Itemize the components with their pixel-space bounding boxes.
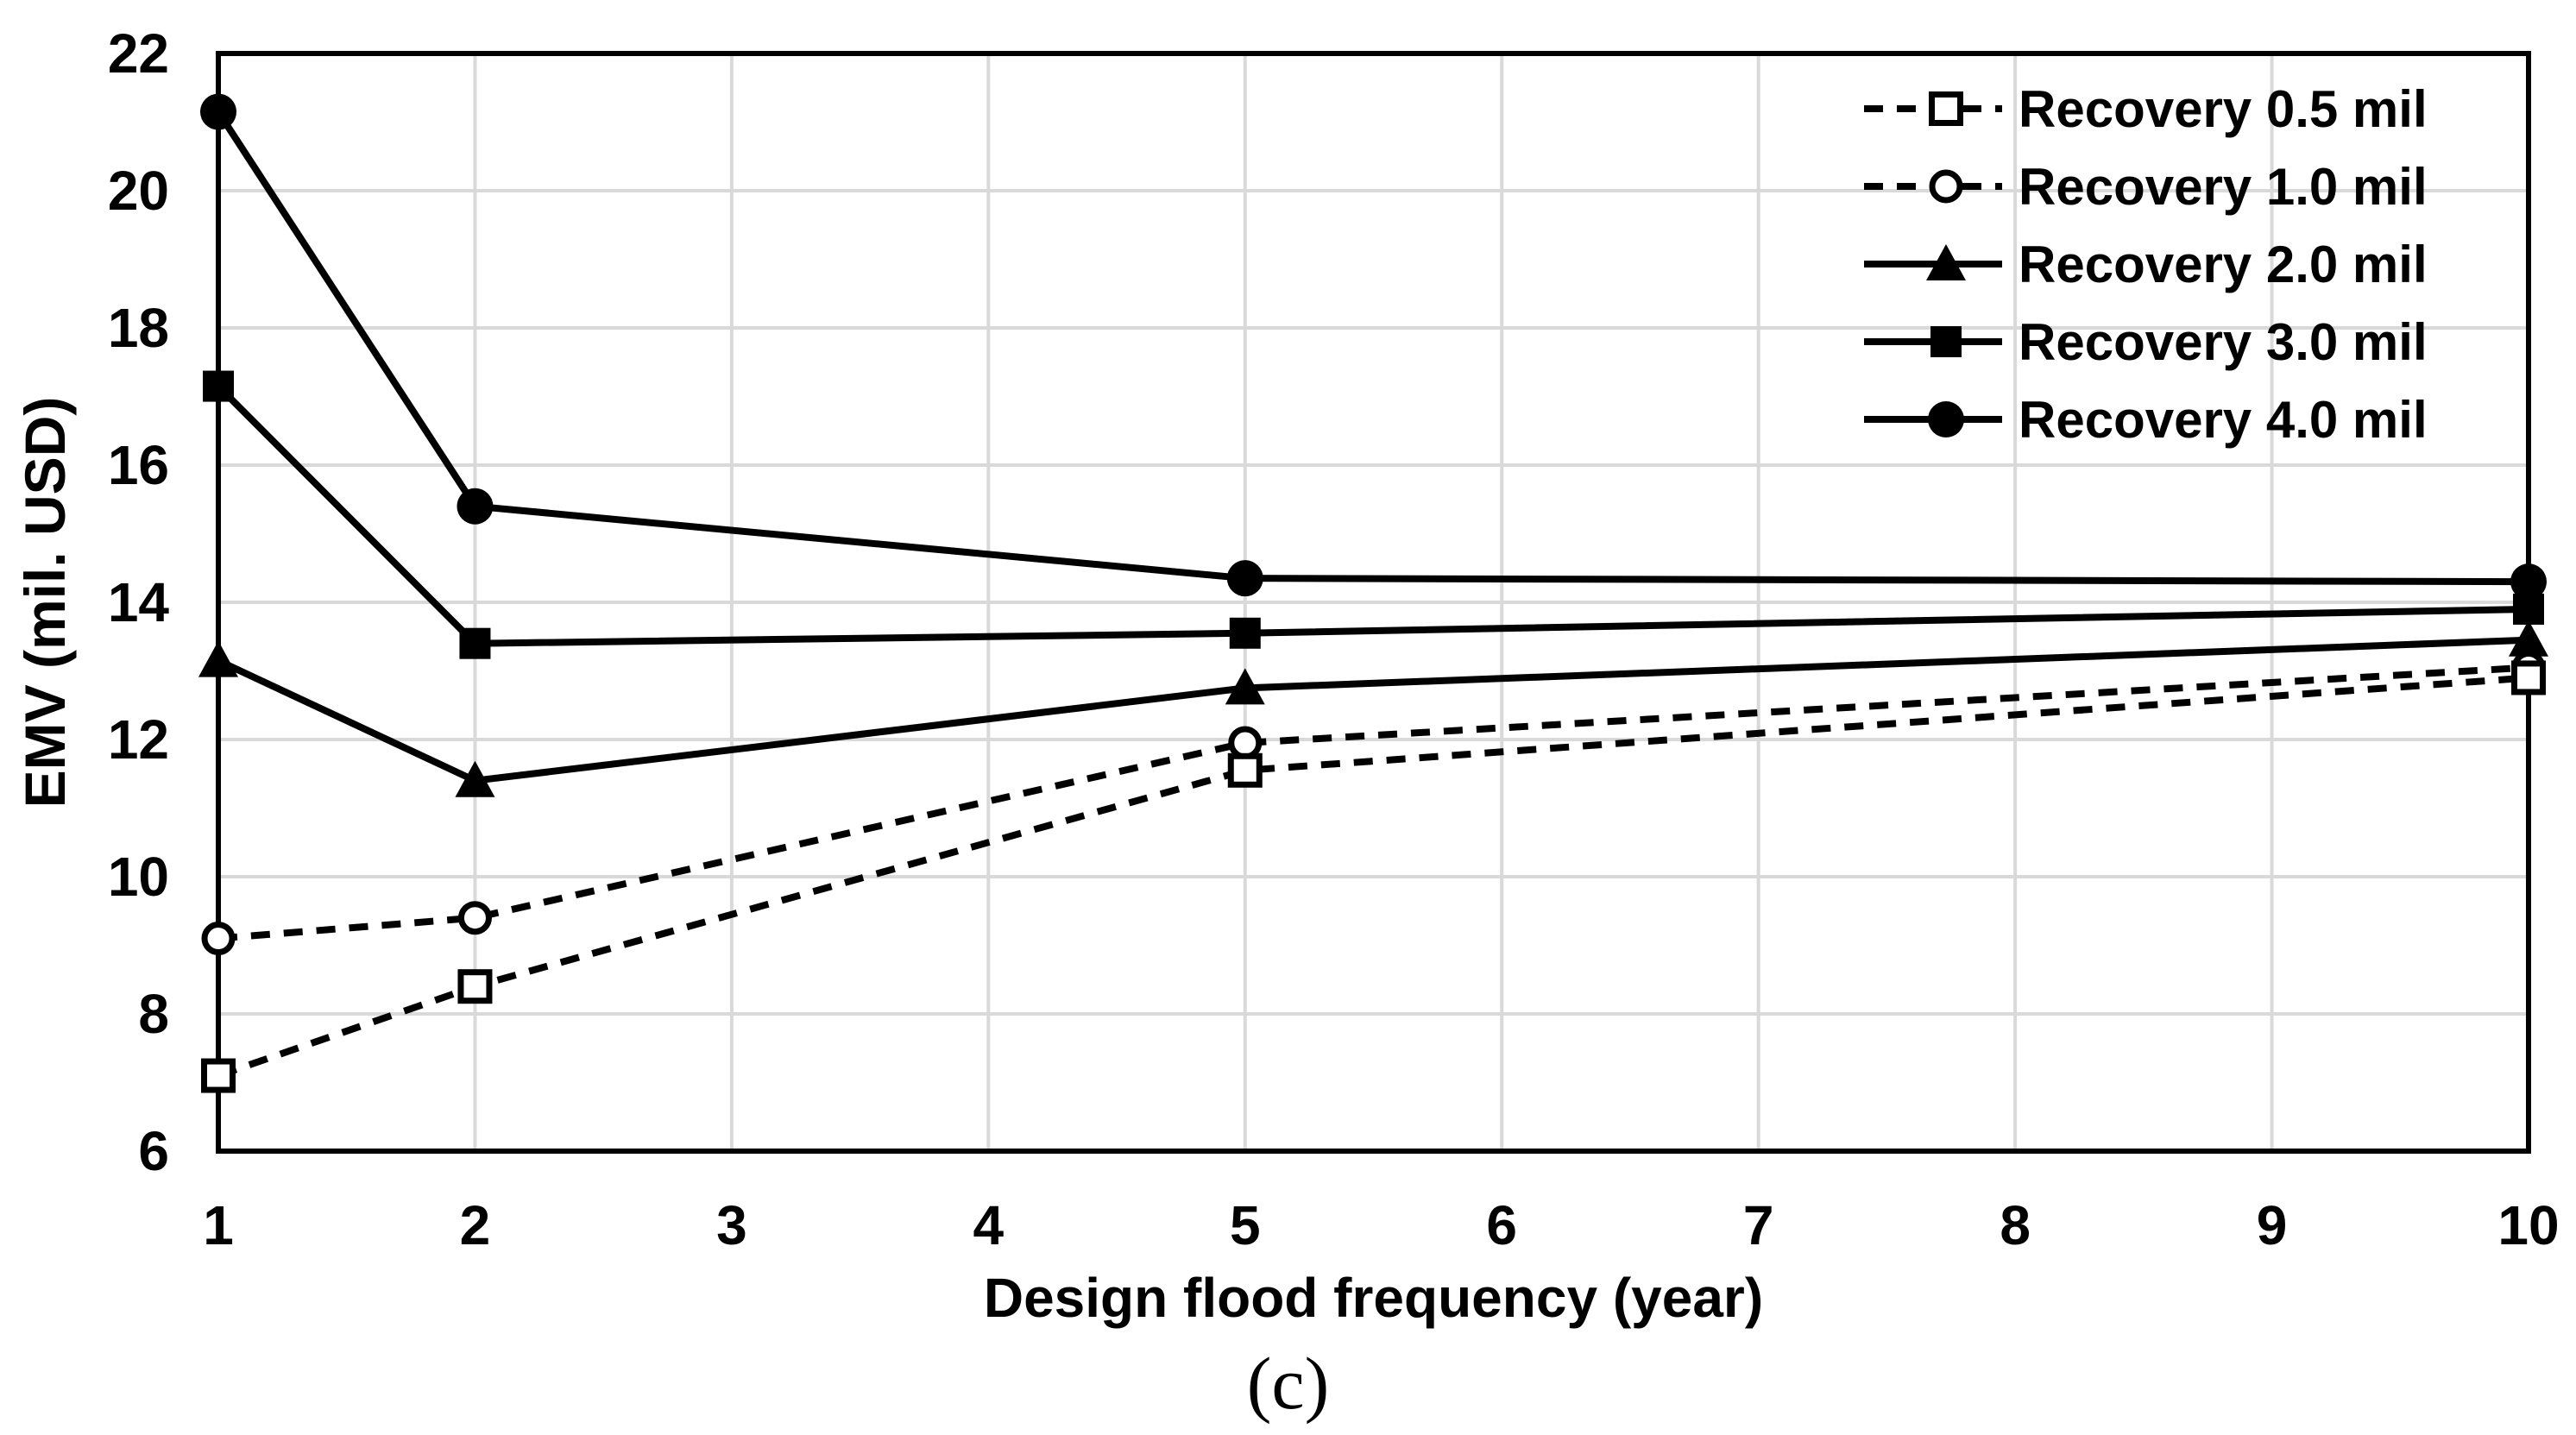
- series-line-recovery-3-0-mil: [216, 383, 2529, 647]
- y-tick-label: 10: [108, 846, 169, 908]
- series-line-recovery-0-5-mil: [217, 674, 2529, 1079]
- series-recovery-1-0-mil: [201, 651, 2546, 956]
- series-marker-recovery-3-0-mil: [459, 627, 491, 659]
- series-marker-recovery-3-0-mil: [2513, 593, 2544, 625]
- legend-marker-sample-open-circle-icon: [1864, 169, 2002, 204]
- legend-row-recovery-2-0-mil: Recovery 2.0 mil: [1855, 225, 2428, 303]
- y-tick-label: 8: [138, 983, 169, 1045]
- series-recovery-3-0-mil: [203, 370, 2544, 659]
- series-line-recovery-1-0-mil: [217, 664, 2529, 942]
- x-tick-label: 8: [2000, 1194, 2031, 1256]
- legend-label: Recovery 0.5 mil: [2019, 79, 2428, 138]
- series-marker-recovery-4-0-mil: [1226, 560, 1263, 597]
- series-marker-recovery-0-5-mil: [201, 1058, 236, 1093]
- series-marker-recovery-1-0-mil: [457, 901, 492, 935]
- legend-marker-sample-filled-triangle-icon: [1864, 244, 2002, 280]
- y-tick-label: 22: [108, 22, 169, 85]
- series-marker-recovery-4-0-mil: [457, 488, 494, 525]
- x-tick-label: 7: [1743, 1194, 1774, 1256]
- series-marker-recovery-4-0-mil: [200, 93, 236, 130]
- legend: Recovery 0.5 mil Recovery 1.0 mil Recovery…: [1855, 70, 2428, 458]
- legend-marker-filled-triangle: [1926, 244, 1966, 280]
- series-marker-recovery-2-0-mil: [2509, 620, 2548, 657]
- y-tick-label: 20: [108, 160, 169, 222]
- figure-caption: (c): [1246, 1342, 1330, 1425]
- y-tick-label: 12: [108, 708, 169, 771]
- y-tick-label: 16: [108, 434, 169, 496]
- x-tick-label: 6: [1486, 1194, 1517, 1256]
- y-tick-label: 6: [138, 1120, 169, 1182]
- series-line-recovery-2-0-mil: [217, 636, 2529, 784]
- legend-label: Recovery 1.0 mil: [2019, 157, 2428, 216]
- legend-marker-sample-filled-circle-icon: [1864, 401, 2002, 437]
- x-tick-label: 1: [203, 1194, 234, 1256]
- legend-marker-filled-square: [1930, 326, 1962, 357]
- series-line-recovery-4-0-mil: [215, 110, 2529, 586]
- series-marker-recovery-2-0-mil: [1225, 668, 1265, 705]
- series-marker-recovery-3-0-mil: [203, 370, 234, 402]
- legend-row-recovery-4-0-mil: Recovery 4.0 mil: [1855, 381, 2428, 458]
- x-tick-label: 4: [973, 1194, 1005, 1256]
- series-marker-recovery-2-0-mil: [455, 760, 495, 797]
- legend-row-recovery-1-0-mil: Recovery 1.0 mil: [1855, 148, 2428, 225]
- legend-label: Recovery 3.0 mil: [2019, 312, 2428, 371]
- series-marker-recovery-1-0-mil: [201, 922, 236, 956]
- y-tick-label: 18: [108, 297, 169, 359]
- x-tick-label: 2: [460, 1194, 491, 1256]
- legend-marker-sample-open-square-icon: [1864, 91, 2002, 126]
- series-marker-recovery-0-5-mil: [2511, 660, 2546, 695]
- legend-marker-open-circle: [1929, 169, 1963, 204]
- legend-marker-sample-filled-square-icon: [1864, 326, 2002, 357]
- x-tick-label: 5: [1230, 1194, 1261, 1256]
- series-marker-recovery-0-5-mil: [457, 969, 493, 1004]
- x-tick-label: 3: [716, 1194, 747, 1256]
- legend-marker-filled-circle: [1928, 401, 1964, 437]
- x-tick-label: 9: [2257, 1194, 2288, 1256]
- series-marker-recovery-4-0-mil: [2510, 563, 2547, 601]
- series-marker-recovery-3-0-mil: [1229, 617, 1261, 649]
- series-recovery-0-5-mil: [201, 660, 2546, 1093]
- y-tick-label: 14: [108, 571, 170, 633]
- x-axis-title: Design flood frequency (year): [983, 1267, 1764, 1329]
- series-marker-recovery-0-5-mil: [1227, 752, 1263, 788]
- series-recovery-4-0-mil: [200, 93, 2547, 601]
- series-marker-recovery-2-0-mil: [198, 640, 238, 677]
- series-recovery-2-0-mil: [198, 620, 2548, 797]
- x-tick-label: 10: [2497, 1194, 2559, 1256]
- series-marker-recovery-1-0-mil: [1228, 726, 1263, 760]
- legend-row-recovery-0-5-mil: Recovery 0.5 mil: [1855, 70, 2428, 148]
- legend-label: Recovery 4.0 mil: [2019, 390, 2428, 449]
- legend-row-recovery-3-0-mil: Recovery 3.0 mil: [1855, 303, 2428, 381]
- legend-marker-open-square: [1929, 91, 1963, 126]
- legend-label: Recovery 2.0 mil: [2019, 235, 2428, 293]
- y-axis-title: EMV (mil. USD): [13, 396, 77, 809]
